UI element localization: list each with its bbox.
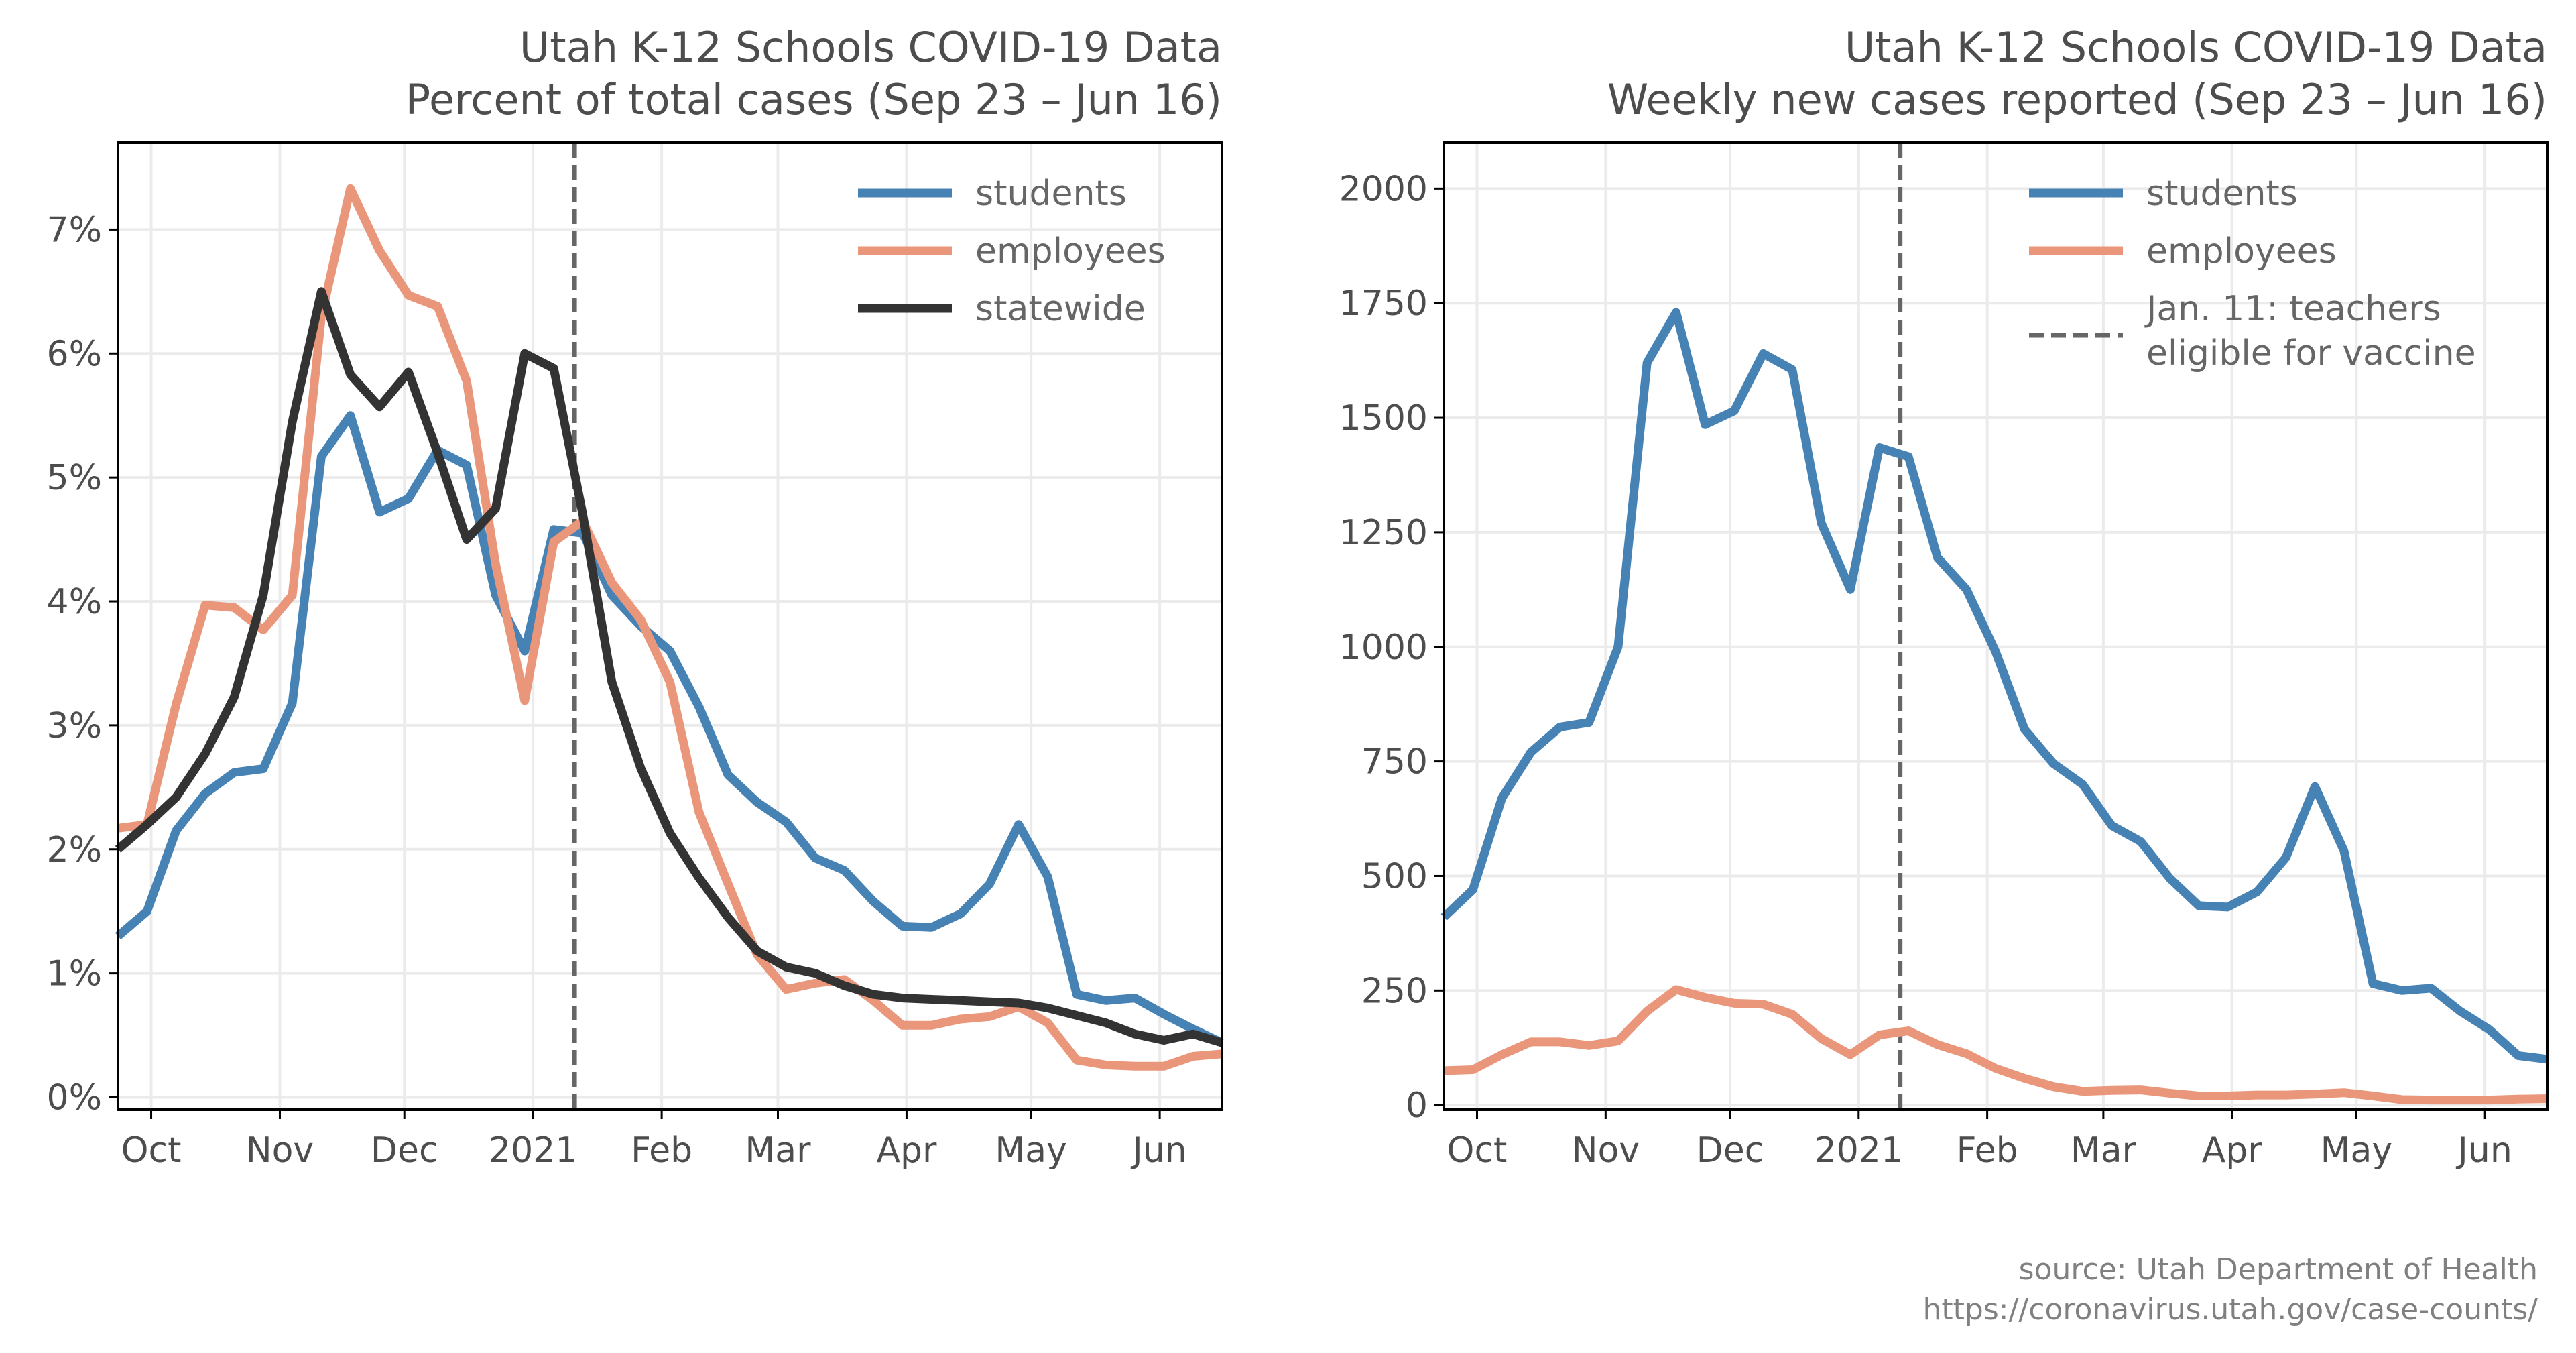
series-line-employees [117, 184, 1223, 1071]
chart1-frame [1443, 141, 2549, 1111]
chart0-y-ticks: 0% 1% 2% 3% 4% 5% 6% 7% [47, 210, 118, 1118]
x-tick-label: Oct [121, 1130, 182, 1171]
x-tick-label: Dec [1697, 1130, 1764, 1171]
chart1-y-ticks: 0 250 500 750 1000 1250 1500 1750 2000 [1339, 169, 1444, 1126]
x-tick-label: Jun [2456, 1130, 2512, 1171]
chart1-x-ticks: Oct Nov Dec 2021 Feb Mar Apr May Jun [1447, 1110, 2512, 1171]
y-tick-label: 5% [47, 458, 103, 498]
x-tick-label: Oct [1447, 1130, 1508, 1171]
y-tick-label: 1250 [1339, 513, 1428, 553]
y-tick-label: 750 [1361, 742, 1428, 782]
chart1-subtitle: Weekly new cases reported (Sep 23 – Jun … [1607, 75, 2547, 124]
y-tick-label: 2000 [1339, 169, 1428, 209]
legend-label: students [2146, 174, 2298, 214]
chart0-series-lines [115, 184, 1224, 1071]
y-tick-label: 1% [47, 954, 103, 994]
series-line-statewide [115, 287, 1223, 1047]
x-tick-label: Mar [745, 1130, 811, 1171]
y-tick-label: 7% [47, 210, 103, 250]
x-tick-label: May [2321, 1130, 2393, 1171]
x-tick-label: 2021 [1815, 1130, 1903, 1171]
chart0-legend: students employees statewide [858, 174, 1166, 329]
x-tick-label: Dec [371, 1130, 438, 1171]
legend-label: Jan. 11: teachers eligible for vaccine [2144, 289, 2476, 373]
chart0-subtitle: Percent of total cases (Sep 23 – Jun 16) [406, 75, 1222, 124]
y-tick-label: 0 [1406, 1085, 1428, 1126]
legend-label: employees [975, 231, 1166, 272]
chart0-grid [118, 143, 1222, 1110]
series-line-students [115, 411, 1224, 1047]
percent-cases-chart: Utah K-12 Schools COVID-19 Data Percent … [47, 23, 1224, 1171]
x-tick-label: May [995, 1130, 1067, 1171]
x-tick-label: Jun [1130, 1130, 1186, 1171]
chart1-grid [1444, 143, 2547, 1110]
x-tick-label: 2021 [489, 1130, 577, 1171]
y-tick-label: 3% [47, 706, 103, 746]
y-tick-label: 1750 [1339, 284, 1428, 324]
y-tick-label: 6% [47, 334, 103, 374]
series-line-employees [1443, 985, 2548, 1105]
x-tick-label: Nov [1572, 1130, 1640, 1171]
y-tick-label: 0% [47, 1078, 103, 1118]
chart0-frame [117, 141, 1223, 1111]
series-line-students [1440, 308, 2548, 1064]
x-tick-label: Nov [246, 1130, 314, 1171]
source-line: source: Utah Department of Health [2019, 1252, 2538, 1287]
x-tick-label: Mar [2071, 1130, 2137, 1171]
y-tick-label: 250 [1361, 971, 1428, 1011]
chart0-title: Utah K-12 Schools COVID-19 Data [519, 23, 1222, 72]
chart0-x-ticks: Oct Nov Dec 2021 Feb Mar Apr May Jun [121, 1110, 1187, 1171]
source-link[interactable]: https://coronavirus.utah.gov/case-counts… [1923, 1293, 2538, 1327]
weekly-cases-chart: Utah K-12 Schools COVID-19 Data Weekly n… [1339, 23, 2549, 1171]
x-tick-label: Apr [876, 1130, 937, 1171]
y-tick-label: 1000 [1339, 628, 1428, 668]
x-tick-label: Apr [2202, 1130, 2263, 1171]
legend-label: employees [2146, 231, 2337, 272]
y-tick-label: 500 [1361, 856, 1428, 896]
chart1-legend: students employees Jan. 11: teachers eligib… [2029, 174, 2476, 373]
legend-label: statewide [975, 289, 1146, 329]
y-tick-label: 2% [47, 830, 103, 870]
chart1-series-lines [1440, 308, 2548, 1105]
y-tick-label: 4% [47, 582, 103, 622]
chart1-title: Utah K-12 Schools COVID-19 Data [1845, 23, 2547, 72]
x-tick-label: Feb [631, 1130, 692, 1171]
y-tick-label: 1500 [1339, 398, 1428, 438]
source-url[interactable]: https://coronavirus.utah.gov/case-counts… [1923, 1293, 2538, 1327]
legend-label: students [975, 174, 1127, 214]
x-tick-label: Feb [1957, 1130, 2018, 1171]
